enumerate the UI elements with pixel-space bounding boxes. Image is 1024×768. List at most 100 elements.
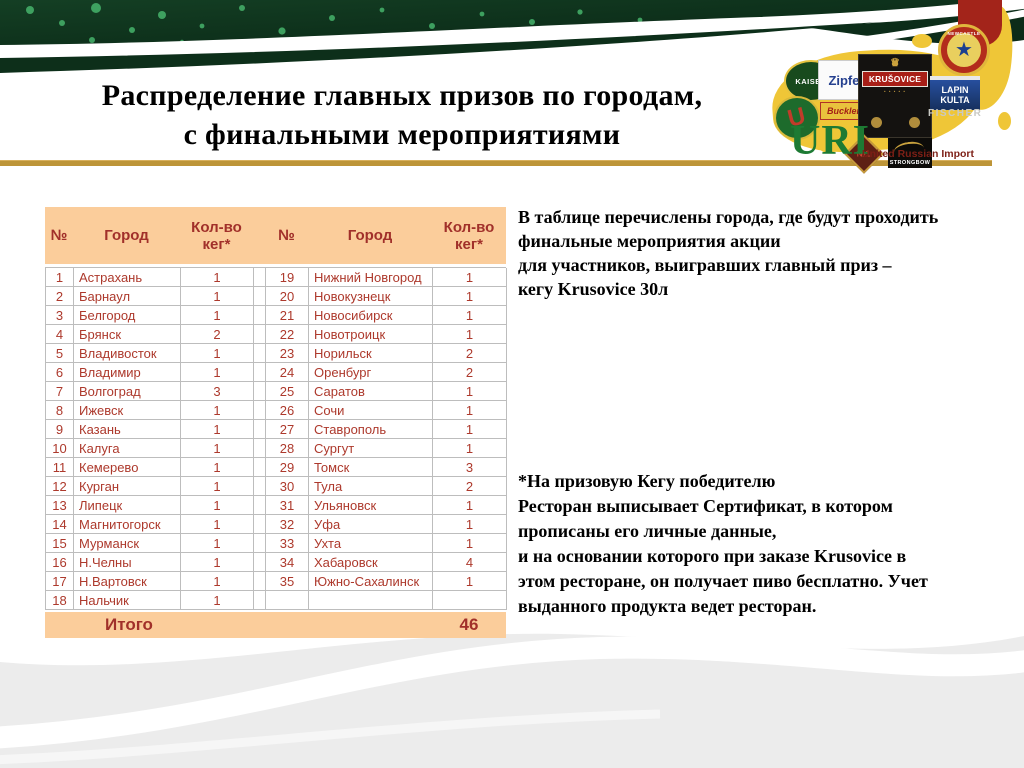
table-row: 6 Владимир 1 24 Оренбург 2	[46, 363, 507, 382]
row-number-cell: 32	[266, 515, 309, 534]
total-label: Итого	[105, 615, 153, 634]
strongbow-name: STRONGBOW	[889, 160, 931, 166]
row-number-cell: 12	[46, 477, 74, 496]
kegs-count-cell: 1	[433, 534, 507, 553]
row-number-cell: 3	[46, 306, 74, 325]
total-value: 46	[459, 615, 479, 634]
row-number-cell: 31	[266, 496, 309, 515]
city-cell: Оренбург	[309, 363, 433, 382]
city-cell: Южно-Сахалинск	[309, 572, 433, 591]
kegs-count-cell: 1	[433, 268, 507, 287]
kegs-count-cell: 2	[181, 325, 254, 344]
city-cell: Липецк	[74, 496, 181, 515]
table-row: 3 Белгород 1 21 Новосибирск 1	[46, 306, 507, 325]
kegs-count-cell: 1	[181, 515, 254, 534]
kegs-count-cell: 1	[433, 496, 507, 515]
logo-map-shape	[912, 34, 932, 48]
row-number-cell: 22	[266, 325, 309, 344]
city-cell: Н.Челны	[74, 553, 181, 572]
city-cell: Нижний Новгород	[309, 268, 433, 287]
krusovice-label: 15 ♛ 81 KRUŠOVICE • • • • •	[858, 54, 932, 138]
kegs-count-cell: 1	[181, 420, 254, 439]
row-number-cell: 29	[266, 458, 309, 477]
header-kegs-right: Кол-во кег*	[443, 218, 495, 253]
city-cell: Ижевск	[74, 401, 181, 420]
kegs-count-cell: 1	[181, 287, 254, 306]
kegs-count-cell: 1	[181, 477, 254, 496]
fischer-watermark: FISCHER	[928, 108, 983, 119]
kegs-count-cell: 1	[433, 439, 507, 458]
row-number-cell: 26	[266, 401, 309, 420]
city-cell: Норильск	[309, 344, 433, 363]
spacer-cell	[254, 477, 266, 496]
row-number-cell: 8	[46, 401, 74, 420]
crown-icon: ♛	[890, 57, 900, 69]
table-row: 1 Астрахань 1 19 Нижний Новгород 1	[46, 268, 507, 287]
row-number-cell: 23	[266, 344, 309, 363]
row-number-cell: 14	[46, 515, 74, 534]
city-cell: Астрахань	[74, 268, 181, 287]
footnote-text: *На призовую Кегу победителю Ресторан вы…	[518, 471, 928, 616]
row-number-cell: 4	[46, 325, 74, 344]
row-number-cell: 15	[46, 534, 74, 553]
uri-subtitle: United Russian Import	[862, 148, 975, 160]
table-row: 11 Кемерево 1 29 Томск 3	[46, 458, 507, 477]
table-row: 12 Курган 1 30 Тула 2	[46, 477, 507, 496]
header-city-left: Город	[104, 227, 149, 244]
city-cell: Томск	[309, 458, 433, 477]
kegs-count-cell: 1	[181, 401, 254, 420]
kegs-count-cell	[433, 591, 507, 610]
footer-wave-graphic	[0, 633, 1024, 768]
table-row: 9 Казань 1 27 Ставрополь 1	[46, 420, 507, 439]
city-cell: Курган	[74, 477, 181, 496]
lapin-kulta-label: LAPIN KULTA	[930, 76, 980, 110]
city-cell: Казань	[74, 420, 181, 439]
kegs-count-cell: 1	[181, 458, 254, 477]
table-row: 18 Нальчик 1	[46, 591, 507, 610]
row-number-cell: 7	[46, 382, 74, 401]
city-cell: Владивосток	[74, 344, 181, 363]
kegs-count-cell: 2	[433, 344, 507, 363]
city-cell: Барнаул	[74, 287, 181, 306]
intro-text: В таблице перечислены города, где будут …	[518, 207, 939, 299]
city-cell: Новотроицк	[309, 325, 433, 344]
kegs-count-cell: 1	[433, 572, 507, 591]
city-cell: Саратов	[309, 382, 433, 401]
krusovice-year-right: 81	[891, 60, 899, 67]
row-number-cell: 2	[46, 287, 74, 306]
city-cell: Н.Вартовск	[74, 572, 181, 591]
strongbow-label: STRONGBOW	[888, 138, 932, 168]
kegs-count-cell: 4	[433, 553, 507, 572]
city-cell: Новосибирск	[309, 306, 433, 325]
kegs-count-cell: 3	[181, 382, 254, 401]
spacer-cell	[254, 458, 266, 477]
kegs-count-cell: 1	[433, 306, 507, 325]
table-total-row: Итого 46	[45, 612, 506, 638]
row-number-cell: 18	[46, 591, 74, 610]
kegs-count-cell: 1	[433, 325, 507, 344]
hop-medallion-icon	[909, 117, 920, 128]
kegs-count-cell: 1	[181, 344, 254, 363]
header-banner-graphic	[0, 0, 1024, 73]
city-cell: Мурманск	[74, 534, 181, 553]
table-row: 13 Липецк 1 31 Ульяновск 1	[46, 496, 507, 515]
city-cell	[309, 591, 433, 610]
kegs-count-cell: 1	[181, 572, 254, 591]
table-row: 14 Магнитогорск 1 32 Уфа 1	[46, 515, 507, 534]
spacer-cell	[254, 420, 266, 439]
kegs-count-cell: 1	[433, 382, 507, 401]
magnet-badge: U	[774, 96, 820, 140]
row-number-cell: 1	[46, 268, 74, 287]
city-cell: Ульяновск	[309, 496, 433, 515]
spacer-cell	[254, 344, 266, 363]
kegs-count-cell: 1	[181, 439, 254, 458]
kegs-count-cell: 1	[181, 496, 254, 515]
city-cell: Новокузнецк	[309, 287, 433, 306]
table-row: 10 Калуга 1 28 Сургут 1	[46, 439, 507, 458]
logo-map-shape	[820, 143, 838, 153]
row-number-cell: 35	[266, 572, 309, 591]
row-number-cell: 25	[266, 382, 309, 401]
spacer-cell	[254, 591, 266, 610]
title-divider	[0, 160, 992, 166]
row-number-cell: 6	[46, 363, 74, 382]
